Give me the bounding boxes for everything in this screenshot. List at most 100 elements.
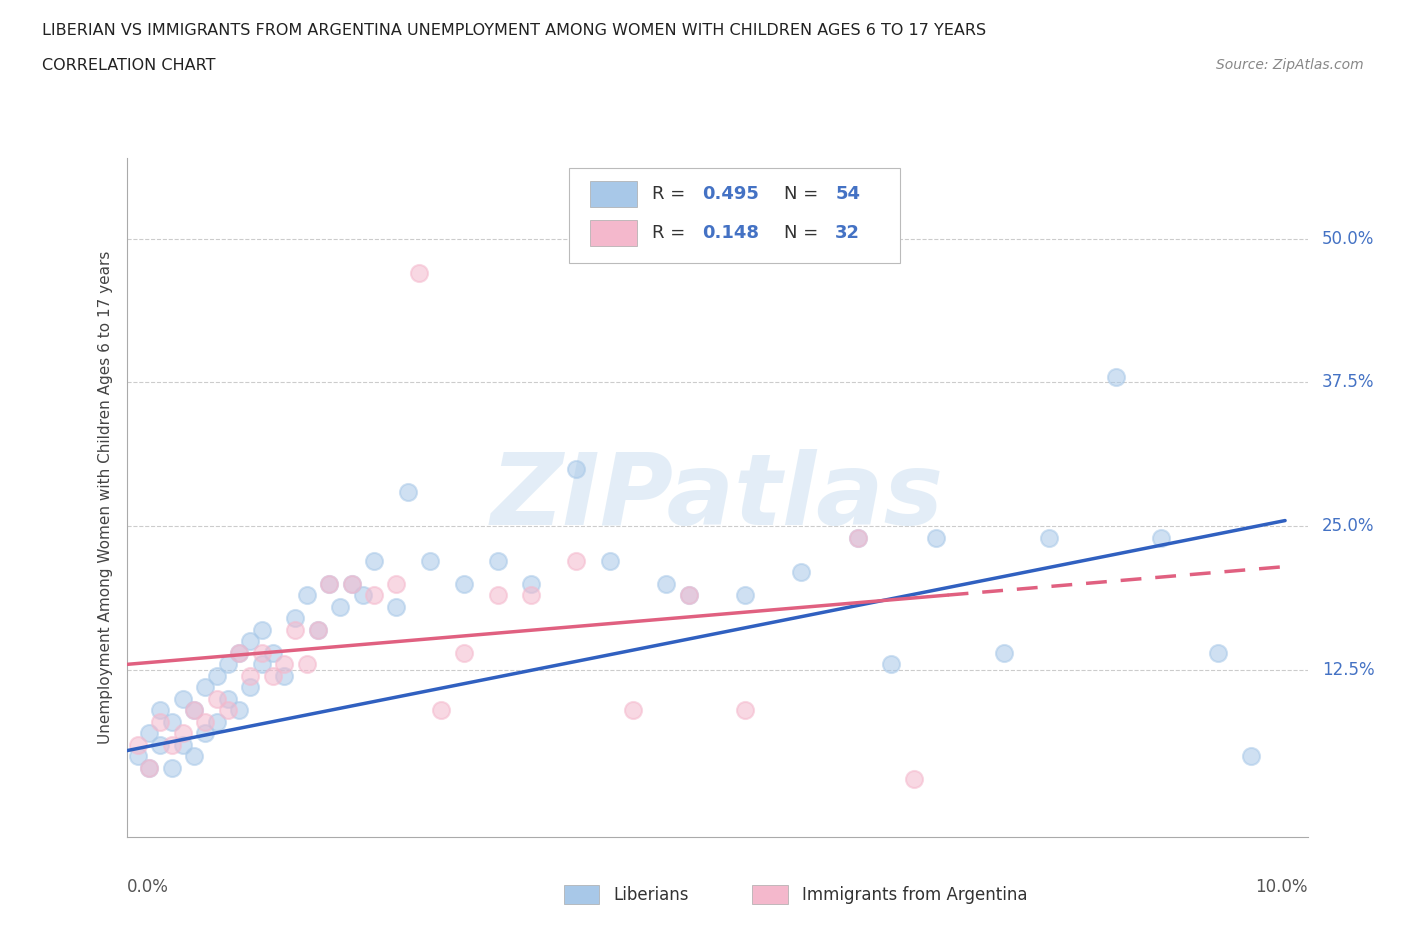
- Point: [363, 553, 385, 568]
- Point: [453, 577, 475, 591]
- Bar: [589, 181, 637, 207]
- Point: [486, 553, 509, 568]
- Point: [340, 577, 363, 591]
- Bar: [752, 885, 787, 904]
- Point: [295, 657, 318, 671]
- Point: [430, 703, 453, 718]
- Text: R =: R =: [652, 224, 692, 242]
- Text: 12.5%: 12.5%: [1322, 661, 1375, 679]
- Point: [194, 726, 217, 741]
- Point: [239, 669, 262, 684]
- Point: [307, 622, 329, 637]
- Bar: [564, 885, 599, 904]
- Text: 0.495: 0.495: [702, 185, 759, 203]
- Point: [250, 645, 273, 660]
- Point: [318, 577, 340, 591]
- Point: [149, 737, 172, 752]
- Point: [295, 588, 318, 603]
- Point: [678, 588, 700, 603]
- Point: [903, 772, 925, 787]
- Point: [655, 577, 678, 591]
- Point: [419, 553, 441, 568]
- Point: [520, 588, 543, 603]
- Point: [273, 657, 295, 671]
- Point: [352, 588, 374, 603]
- Point: [453, 645, 475, 660]
- Point: [127, 737, 149, 752]
- Point: [284, 622, 307, 637]
- Point: [1038, 530, 1060, 545]
- Point: [160, 761, 183, 776]
- Point: [194, 680, 217, 695]
- Y-axis label: Unemployment Among Women with Children Ages 6 to 17 years: Unemployment Among Women with Children A…: [97, 251, 112, 744]
- Point: [183, 749, 205, 764]
- Point: [565, 461, 588, 476]
- Point: [228, 645, 250, 660]
- Point: [183, 703, 205, 718]
- Point: [408, 266, 430, 281]
- Point: [149, 714, 172, 729]
- Point: [127, 749, 149, 764]
- Point: [363, 588, 385, 603]
- Point: [993, 645, 1015, 660]
- Text: Source: ZipAtlas.com: Source: ZipAtlas.com: [1216, 58, 1364, 72]
- Point: [205, 714, 228, 729]
- Text: ZIPatlas: ZIPatlas: [491, 449, 943, 546]
- Point: [520, 577, 543, 591]
- Point: [1240, 749, 1263, 764]
- Point: [565, 553, 588, 568]
- Point: [678, 588, 700, 603]
- Point: [160, 737, 183, 752]
- Point: [621, 703, 644, 718]
- Bar: [589, 219, 637, 246]
- Point: [396, 485, 419, 499]
- Point: [250, 657, 273, 671]
- Text: CORRELATION CHART: CORRELATION CHART: [42, 58, 215, 73]
- Point: [385, 577, 408, 591]
- Point: [262, 669, 284, 684]
- Point: [149, 703, 172, 718]
- Point: [262, 645, 284, 660]
- Point: [329, 600, 352, 615]
- Point: [599, 553, 621, 568]
- Point: [205, 669, 228, 684]
- Point: [194, 714, 217, 729]
- Point: [1150, 530, 1173, 545]
- Point: [307, 622, 329, 637]
- Text: 0.148: 0.148: [702, 224, 759, 242]
- Point: [250, 622, 273, 637]
- Point: [1206, 645, 1229, 660]
- Text: 10.0%: 10.0%: [1256, 878, 1308, 896]
- Point: [284, 611, 307, 626]
- Text: Liberians: Liberians: [613, 885, 689, 904]
- Point: [217, 692, 239, 707]
- Point: [734, 703, 756, 718]
- Text: 50.0%: 50.0%: [1322, 230, 1374, 247]
- Point: [239, 680, 262, 695]
- Text: LIBERIAN VS IMMIGRANTS FROM ARGENTINA UNEMPLOYMENT AMONG WOMEN WITH CHILDREN AGE: LIBERIAN VS IMMIGRANTS FROM ARGENTINA UN…: [42, 23, 986, 38]
- Point: [790, 565, 813, 579]
- Point: [183, 703, 205, 718]
- Point: [318, 577, 340, 591]
- Point: [228, 703, 250, 718]
- Point: [138, 761, 160, 776]
- Point: [340, 577, 363, 591]
- Point: [217, 657, 239, 671]
- Text: R =: R =: [652, 185, 692, 203]
- Text: 25.0%: 25.0%: [1322, 517, 1374, 536]
- Text: 54: 54: [835, 185, 860, 203]
- Point: [1105, 369, 1128, 384]
- Point: [925, 530, 948, 545]
- Point: [138, 761, 160, 776]
- Point: [228, 645, 250, 660]
- Text: 37.5%: 37.5%: [1322, 374, 1374, 392]
- Point: [273, 669, 295, 684]
- Point: [160, 714, 183, 729]
- Point: [880, 657, 903, 671]
- Point: [217, 703, 239, 718]
- Point: [734, 588, 756, 603]
- Point: [172, 692, 194, 707]
- FancyBboxPatch shape: [569, 168, 900, 263]
- Text: 32: 32: [835, 224, 860, 242]
- Point: [138, 726, 160, 741]
